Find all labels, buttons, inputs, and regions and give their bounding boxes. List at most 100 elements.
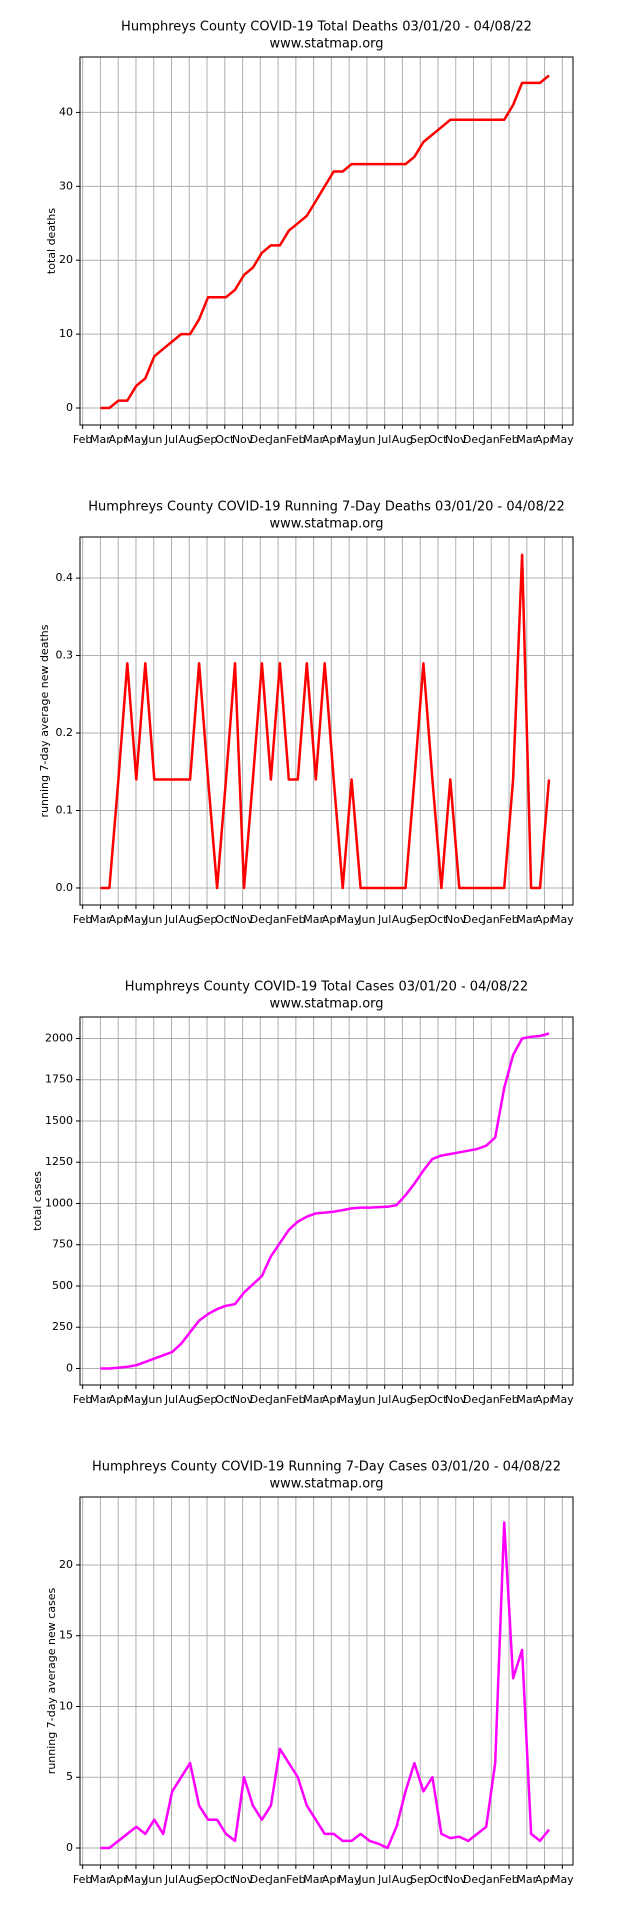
x-tick-label: Mar bbox=[303, 1873, 324, 1886]
x-tick-label: Jan bbox=[482, 1873, 500, 1886]
x-tick-label: Mar bbox=[516, 433, 537, 446]
y-tick-label: 40 bbox=[59, 105, 73, 118]
x-tick-label: Jun bbox=[357, 1393, 375, 1406]
x-tick-label: May bbox=[338, 913, 361, 926]
x-tick-label: May bbox=[338, 1873, 361, 1886]
x-tick-label: Feb bbox=[286, 1873, 305, 1886]
x-tick-label: Apr bbox=[109, 913, 129, 926]
x-tick-label: Apr bbox=[535, 913, 555, 926]
y-axis-label: total cases bbox=[31, 1171, 44, 1231]
x-tick-label: Oct bbox=[215, 1393, 235, 1406]
data-line bbox=[100, 553, 551, 890]
y-tick-label: 0 bbox=[66, 1841, 73, 1854]
x-tick-label: Dec bbox=[463, 1873, 484, 1886]
x-tick-label: Jun bbox=[357, 913, 375, 926]
y-tick-label: 0.0 bbox=[56, 881, 74, 894]
x-tick-label: May bbox=[551, 913, 574, 926]
x-tick-label: Apr bbox=[322, 433, 342, 446]
data-line bbox=[100, 1521, 550, 1850]
x-tick-label: Oct bbox=[428, 433, 448, 446]
y-tick-label: 10 bbox=[59, 1699, 73, 1712]
x-tick-label: Feb bbox=[499, 433, 518, 446]
x-tick-label: Jul bbox=[377, 913, 391, 926]
chart-subtitle: www.statmap.org bbox=[269, 517, 383, 532]
x-tick-label: Jan bbox=[269, 913, 287, 926]
chart-title: Humphreys County COVID-19 Running 7-Day … bbox=[92, 1460, 561, 1475]
x-tick-label: Dec bbox=[463, 433, 484, 446]
x-tick-label: Apr bbox=[109, 1393, 129, 1406]
x-tick-label: Mar bbox=[303, 433, 324, 446]
y-tick-label: 2000 bbox=[45, 1031, 73, 1044]
x-tick-label: Feb bbox=[286, 433, 305, 446]
x-tick-label: Jan bbox=[269, 1393, 287, 1406]
chart-title: Humphreys County COVID-19 Running 7-Day … bbox=[88, 500, 565, 515]
x-tick-label: Aug bbox=[392, 433, 413, 446]
x-tick-label: Feb bbox=[73, 1873, 92, 1886]
x-tick-label: Nov bbox=[232, 1393, 254, 1406]
x-tick-label: Apr bbox=[109, 1873, 129, 1886]
y-tick-label: 20 bbox=[59, 253, 73, 266]
y-tick-label: 1500 bbox=[45, 1114, 73, 1127]
x-tick-label: Dec bbox=[463, 913, 484, 926]
x-tick-label: Mar bbox=[90, 1393, 111, 1406]
chart-subtitle: www.statmap.org bbox=[269, 1477, 383, 1492]
y-tick-label: 30 bbox=[59, 179, 73, 192]
x-tick-label: Jun bbox=[357, 1873, 375, 1886]
x-tick-label: Oct bbox=[428, 913, 448, 926]
x-tick-label: Mar bbox=[516, 1393, 537, 1406]
x-tick-label: Feb bbox=[499, 1393, 518, 1406]
x-tick-label: Jun bbox=[144, 1873, 162, 1886]
plot-frame bbox=[79, 1496, 574, 1866]
y-tick-label: 0.3 bbox=[56, 649, 74, 662]
x-tick-label: May bbox=[125, 1873, 148, 1886]
x-tick-label: Aug bbox=[392, 1873, 413, 1886]
x-tick-label: Sep bbox=[410, 913, 431, 926]
x-tick-label: Feb bbox=[286, 913, 305, 926]
x-tick-label: Aug bbox=[179, 1393, 200, 1406]
x-tick-label: May bbox=[125, 913, 148, 926]
x-tick-label: Nov bbox=[232, 1873, 254, 1886]
y-tick-label: 250 bbox=[52, 1320, 73, 1333]
data-line bbox=[100, 1032, 550, 1370]
x-tick-label: Feb bbox=[73, 1393, 92, 1406]
x-tick-label: Jun bbox=[144, 913, 162, 926]
y-tick-label: 0 bbox=[66, 1361, 73, 1374]
x-tick-label: Aug bbox=[179, 913, 200, 926]
x-tick-label: Jun bbox=[144, 1393, 162, 1406]
x-tick-label: Mar bbox=[303, 913, 324, 926]
x-tick-label: Sep bbox=[197, 1393, 218, 1406]
y-tick-label: 1000 bbox=[45, 1196, 73, 1209]
y-tick-label: 750 bbox=[52, 1238, 73, 1251]
chart-panel: Humphreys County COVID-19 Running 7-Day … bbox=[45, 1460, 574, 1887]
y-tick-label: 1750 bbox=[45, 1073, 73, 1086]
x-tick-label: Dec bbox=[250, 913, 271, 926]
x-tick-label: Jul bbox=[164, 433, 178, 446]
x-tick-label: Sep bbox=[197, 1873, 218, 1886]
y-tick-label: 20 bbox=[59, 1558, 73, 1571]
x-tick-label: Apr bbox=[322, 1393, 342, 1406]
x-tick-label: Oct bbox=[428, 1393, 448, 1406]
x-tick-label: Apr bbox=[535, 1393, 555, 1406]
x-tick-label: May bbox=[338, 433, 361, 446]
y-tick-label: 0 bbox=[66, 401, 73, 414]
x-tick-label: Oct bbox=[215, 1873, 235, 1886]
chart-title: Humphreys County COVID-19 Total Deaths 0… bbox=[121, 20, 532, 35]
chart-panel: Humphreys County COVID-19 Total Deaths 0… bbox=[45, 20, 574, 447]
x-tick-label: Mar bbox=[303, 1393, 324, 1406]
x-tick-label: Nov bbox=[445, 913, 467, 926]
x-tick-label: Oct bbox=[428, 1873, 448, 1886]
x-tick-label: Mar bbox=[90, 433, 111, 446]
x-tick-label: Nov bbox=[445, 433, 467, 446]
x-tick-label: Aug bbox=[392, 1393, 413, 1406]
x-tick-label: Nov bbox=[445, 1873, 467, 1886]
data-line bbox=[100, 74, 550, 410]
x-tick-label: May bbox=[125, 1393, 148, 1406]
x-tick-label: Mar bbox=[90, 1873, 111, 1886]
y-tick-label: 10 bbox=[59, 327, 73, 340]
x-tick-label: Jul bbox=[164, 913, 178, 926]
x-tick-label: Sep bbox=[197, 433, 218, 446]
x-tick-label: Apr bbox=[322, 1873, 342, 1886]
x-tick-label: Dec bbox=[250, 1873, 271, 1886]
y-tick-label: 15 bbox=[59, 1629, 73, 1642]
y-axis-label: running 7-day average new deaths bbox=[38, 624, 51, 817]
